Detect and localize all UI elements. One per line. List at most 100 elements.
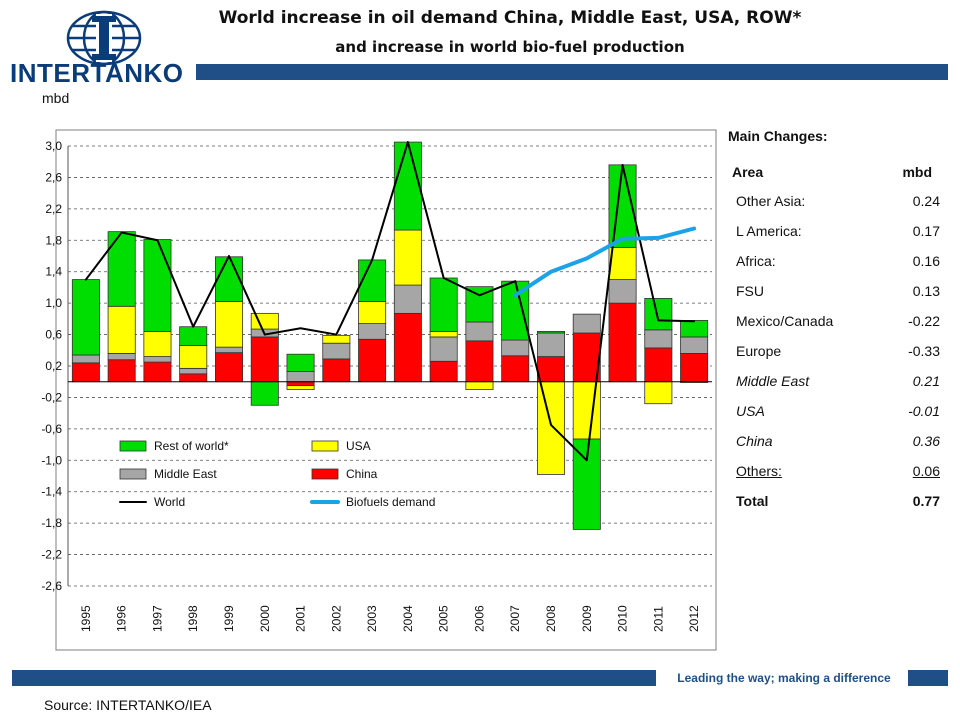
bar-segment: [322, 358, 351, 383]
bar-segment: [71, 362, 100, 383]
bar-segment: [393, 141, 422, 231]
header-bar: [196, 64, 948, 80]
bar-segment: [286, 353, 315, 372]
legend-label: China: [346, 467, 378, 481]
changes-row: Africa: 0.16: [728, 246, 948, 276]
row-area: FSU: [736, 283, 764, 299]
bar-segment: [286, 385, 315, 390]
bar-segment: [537, 381, 565, 475]
row-area: Africa:: [736, 253, 776, 269]
row-mbd: 0.06: [912, 463, 940, 479]
x-tick-label: 2005: [437, 605, 451, 632]
series-line: [513, 226, 697, 298]
y-tick-label: 1,8: [45, 233, 62, 247]
bar-segment: [608, 246, 637, 280]
row-area: Middle East: [736, 373, 810, 389]
grid-lines: [67, 145, 712, 587]
y-tick-label: 3,0: [45, 139, 62, 153]
y-tick-label: -2,6: [41, 579, 62, 593]
bar-segment: [501, 355, 530, 383]
row-area: Total: [736, 493, 769, 509]
bar-segment: [680, 353, 709, 383]
row-mbd: 0.13: [912, 283, 940, 299]
legend-swatch: [119, 468, 147, 480]
bar-segment: [107, 305, 136, 354]
changes-total-row: Total 0.77: [728, 486, 948, 516]
bar-segment: [143, 361, 172, 383]
bar-segment: [429, 331, 458, 338]
bar-segment: [465, 381, 494, 390]
y-tick-label: -0,6: [41, 422, 62, 436]
row-area: Other Asia:: [736, 193, 806, 209]
x-tick-label: 2000: [258, 605, 272, 632]
bar-segment: [143, 331, 172, 357]
x-tick-label: 2003: [365, 605, 379, 632]
legend: Rest of world* USA Middle East China World Bi…: [119, 439, 435, 509]
bar-segment: [107, 231, 136, 307]
row-mbd: -0.33: [908, 343, 940, 359]
legend-swatch: [311, 440, 339, 452]
bar-segment: [286, 371, 315, 383]
row-mbd: 0.16: [912, 253, 940, 269]
bar-segment: [644, 381, 673, 405]
chart-title: World increase in oil demand China, Midd…: [218, 8, 802, 28]
bar-segment: [358, 323, 387, 340]
y-axis-ticks: 3,0 2,6 2,2 1,8 1,4 1,0 0,6 0,2 -0,2 -0,6 -1,0 -1,4…: [41, 139, 62, 593]
changes-row: L America: 0.17: [728, 216, 948, 246]
row-area: Mexico/Canada: [736, 313, 834, 329]
row-area: USA: [736, 403, 765, 419]
bar-segment: [215, 256, 243, 302]
bar-segment: [143, 356, 172, 363]
changes-row: Other Asia: 0.24: [728, 186, 948, 216]
legend-label: USA: [346, 439, 371, 453]
x-tick-label: 2010: [616, 605, 630, 632]
row-area: China: [736, 433, 773, 449]
changes-row: China 0.36: [728, 426, 948, 456]
bar-segment: [179, 345, 208, 369]
x-tick-label: 2006: [472, 605, 486, 632]
bar-segment: [322, 334, 351, 344]
row-mbd: 0.36: [912, 433, 940, 449]
legend-label: World: [154, 495, 185, 509]
bar-segment: [286, 381, 315, 387]
bar-segment: [465, 321, 494, 342]
bar-segment: [572, 381, 601, 440]
y-axis-unit: mbd: [42, 90, 70, 106]
y-tick-label: 1,0: [45, 296, 62, 310]
footer-bar: [12, 670, 656, 686]
row-mbd: 0.24: [912, 193, 940, 209]
bar-segment: [393, 229, 422, 286]
bar-segment: [215, 352, 243, 383]
changes-row: Middle East 0.21: [728, 366, 948, 396]
x-tick-label: 2002: [329, 605, 343, 632]
bar-segment: [215, 301, 243, 348]
bar-segment: [537, 331, 565, 334]
x-tick-label: 1998: [186, 605, 200, 632]
bar-segment: [179, 367, 208, 375]
bar-series: [68, 141, 712, 530]
y-tick-label: -2,2: [41, 548, 62, 562]
bar-segment: [393, 284, 422, 314]
main-changes-heading: Main Changes:: [728, 128, 828, 144]
y-tick-label: 2,2: [45, 202, 62, 216]
x-axis-ticks: 1995 1996 1997 1998 1999 2000 2001 2002 2003 2004…: [79, 605, 701, 632]
globe-logo-icon: [66, 10, 142, 66]
series-line: [84, 141, 696, 462]
bar-segment: [429, 336, 458, 362]
row-mbd: -0.22: [908, 313, 940, 329]
x-tick-label: 2001: [294, 605, 308, 632]
column-area: Area: [732, 164, 764, 180]
bar-segment: [501, 339, 530, 357]
x-tick-label: 2009: [580, 605, 594, 632]
bar-segment: [644, 298, 673, 331]
legend-label: Biofuels demand: [346, 495, 435, 509]
bar-segment: [465, 340, 494, 383]
row-mbd: -0.01: [908, 403, 940, 419]
changes-row: Mexico/Canada -0.22: [728, 306, 948, 336]
x-tick-label: 2004: [401, 605, 415, 632]
logo-wordmark: INTERTANKO: [10, 58, 184, 88]
chart-subtitle: and increase in world bio-fuel productio…: [335, 38, 685, 56]
bar-segment: [644, 347, 673, 383]
legend-swatch: [119, 440, 147, 452]
